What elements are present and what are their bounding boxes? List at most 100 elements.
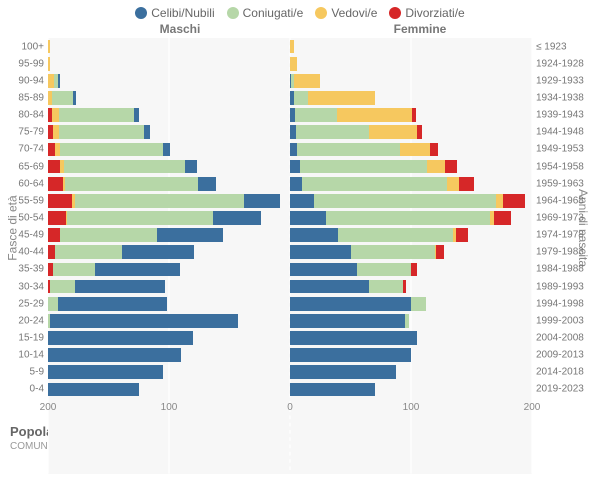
bar-segment bbox=[290, 314, 405, 328]
pyramid-rows: 100+≤ 192395-991924-192890-941929-193385… bbox=[48, 38, 532, 398]
x-tick: 0 bbox=[287, 402, 293, 413]
pyramid-row: 65-691954-1958 bbox=[48, 158, 532, 175]
bar-segment bbox=[50, 314, 238, 328]
birth-year-label: 1929-1933 bbox=[536, 75, 594, 86]
bar-segment bbox=[411, 297, 426, 311]
birth-year-label: ≤ 1923 bbox=[536, 41, 594, 52]
bar-segment bbox=[290, 40, 294, 54]
bar-segment bbox=[60, 143, 163, 157]
legend-item: Vedovi/e bbox=[315, 6, 377, 20]
bar-segment bbox=[48, 228, 60, 242]
bar-segment bbox=[48, 194, 72, 208]
pyramid-row: 5-92014-2018 bbox=[48, 364, 532, 381]
female-bar bbox=[290, 158, 532, 175]
bar-segment bbox=[436, 245, 443, 259]
bar-segment bbox=[417, 125, 422, 139]
bar-segment bbox=[459, 177, 474, 191]
birth-year-label: 1954-1958 bbox=[536, 161, 594, 172]
male-bar bbox=[48, 312, 290, 329]
bar-segment bbox=[290, 143, 297, 157]
bar-segment bbox=[456, 228, 468, 242]
female-bar bbox=[290, 227, 532, 244]
bar-segment bbox=[290, 263, 357, 277]
bar-segment bbox=[48, 177, 63, 191]
bar-segment bbox=[294, 91, 309, 105]
bar-segment bbox=[58, 74, 60, 88]
female-bar bbox=[290, 278, 532, 295]
bar-segment bbox=[48, 245, 55, 259]
birth-year-label: 1994-1998 bbox=[536, 298, 594, 309]
bar-segment bbox=[67, 211, 212, 225]
bar-segment bbox=[48, 348, 181, 362]
male-bar bbox=[48, 381, 290, 398]
birth-year-label: 1974-1978 bbox=[536, 230, 594, 241]
bar-segment bbox=[427, 160, 445, 174]
female-bar bbox=[290, 192, 532, 209]
female-bar bbox=[290, 72, 532, 89]
bar-segment bbox=[447, 177, 459, 191]
bar-segment bbox=[48, 40, 50, 54]
male-bar bbox=[48, 89, 290, 106]
birth-year-label: 1989-1993 bbox=[536, 281, 594, 292]
x-tick: 100 bbox=[161, 402, 178, 413]
birth-year-label: 1999-2003 bbox=[536, 315, 594, 326]
female-bar bbox=[290, 244, 532, 261]
male-bar bbox=[48, 55, 290, 72]
male-bar bbox=[48, 192, 290, 209]
female-bar bbox=[290, 364, 532, 381]
bar-segment bbox=[494, 211, 511, 225]
bar-segment bbox=[122, 245, 195, 259]
pyramid-row: 50-541969-1973 bbox=[48, 209, 532, 226]
female-header: Femmine bbox=[300, 22, 540, 36]
bar-segment bbox=[369, 125, 417, 139]
bar-segment bbox=[48, 211, 66, 225]
birth-year-label: 1939-1943 bbox=[536, 110, 594, 121]
birth-year-label: 2009-2013 bbox=[536, 350, 594, 361]
bar-segment bbox=[314, 194, 496, 208]
bar-segment bbox=[369, 280, 403, 294]
female-bar bbox=[290, 107, 532, 124]
legend-item: Celibi/Nubili bbox=[135, 6, 214, 20]
bar-segment bbox=[403, 280, 407, 294]
pyramid-row: 95-991924-1928 bbox=[48, 55, 532, 72]
age-label: 80-84 bbox=[6, 110, 44, 121]
bar-segment bbox=[59, 108, 134, 122]
bar-segment bbox=[48, 383, 139, 397]
bar-segment bbox=[48, 331, 193, 345]
pyramid-row: 15-192004-2008 bbox=[48, 329, 532, 346]
male-bar bbox=[48, 364, 290, 381]
bar-segment bbox=[290, 160, 300, 174]
bar-segment bbox=[290, 365, 396, 379]
bar-segment bbox=[73, 91, 75, 105]
birth-year-label: 1934-1938 bbox=[536, 92, 594, 103]
x-axis: 2001000100200 bbox=[48, 400, 532, 418]
bar-segment bbox=[351, 245, 436, 259]
bar-segment bbox=[290, 383, 375, 397]
bar-segment bbox=[290, 194, 314, 208]
male-bar bbox=[48, 209, 290, 226]
age-label: 100+ bbox=[6, 41, 44, 52]
bar-segment bbox=[294, 74, 321, 88]
pyramid-row: 75-791944-1948 bbox=[48, 124, 532, 141]
bar-segment bbox=[244, 194, 280, 208]
age-label: 60-64 bbox=[6, 178, 44, 189]
chart: Fasce di età Anni di nascita 100+≤ 19239… bbox=[4, 38, 596, 418]
age-label: 25-29 bbox=[6, 298, 44, 309]
pyramid-row: 80-841939-1943 bbox=[48, 107, 532, 124]
birth-year-label: 1984-1988 bbox=[536, 264, 594, 275]
male-bar bbox=[48, 124, 290, 141]
bar-segment bbox=[405, 314, 409, 328]
pyramid-row: 70-741949-1953 bbox=[48, 141, 532, 158]
bar-segment bbox=[50, 280, 74, 294]
bar-segment bbox=[290, 245, 351, 259]
bar-segment bbox=[290, 297, 411, 311]
male-bar bbox=[48, 158, 290, 175]
bar-segment bbox=[445, 160, 457, 174]
bar-segment bbox=[134, 108, 139, 122]
age-label: 35-39 bbox=[6, 264, 44, 275]
legend-swatch bbox=[135, 7, 147, 19]
birth-year-label: 1979-1983 bbox=[536, 247, 594, 258]
female-bar bbox=[290, 381, 532, 398]
female-bar bbox=[290, 124, 532, 141]
age-label: 5-9 bbox=[6, 367, 44, 378]
